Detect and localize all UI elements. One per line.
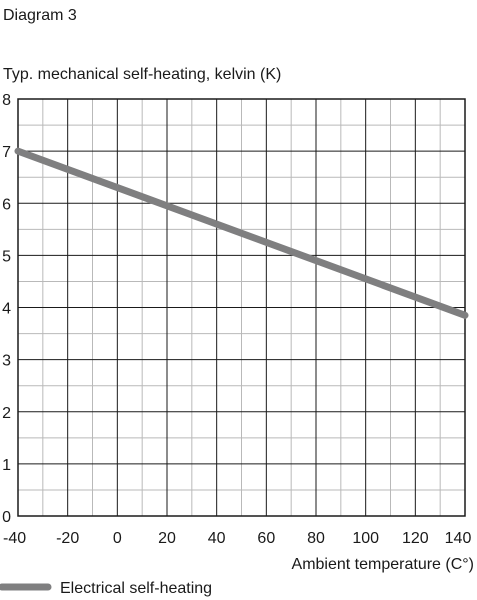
x-tick-label: 20 (158, 530, 176, 547)
legend: Electrical self-heating (0, 580, 212, 597)
series-layer (14, 147, 469, 319)
y-tick-label: 6 (2, 196, 11, 213)
plot-frame (17, 98, 466, 517)
x-tick-label: 40 (208, 530, 226, 547)
x-tick-label: 120 (402, 530, 429, 547)
y-tick-labels: 0 1 2 3 4 5 6 7 8 (2, 92, 11, 526)
x-tick-label: 60 (257, 530, 275, 547)
y-tick-label: 8 (2, 92, 11, 109)
y-tick-label: 7 (2, 144, 11, 161)
x-tick-label: 140 (445, 530, 472, 547)
y-axis-label: Typ. mechanical self-heating, kelvin (K) (3, 66, 281, 83)
x-tick-label: -20 (56, 530, 79, 547)
y-tick-label: 5 (2, 248, 11, 265)
y-tick-label: 0 (2, 509, 11, 526)
x-tick-label: -40 (3, 530, 26, 547)
x-tick-label: 0 (113, 530, 122, 547)
legend-label: Electrical self-heating (60, 580, 212, 597)
grid (17, 98, 466, 517)
series-line (14, 147, 469, 319)
x-axis-label: Ambient temperature (C°) (292, 556, 474, 573)
x-tick-labels: -40 -20 0 20 40 60 80 100 120 140 (3, 530, 471, 547)
y-tick-label: 4 (2, 301, 11, 318)
y-tick-label: 3 (2, 353, 11, 370)
x-tick-label: 100 (352, 530, 379, 547)
plot-area (17, 98, 466, 517)
y-tick-label: 1 (2, 457, 11, 474)
x-tick-label: 80 (307, 530, 325, 547)
diagram-label: Diagram 3 (3, 7, 77, 24)
y-tick-label: 2 (2, 405, 11, 422)
